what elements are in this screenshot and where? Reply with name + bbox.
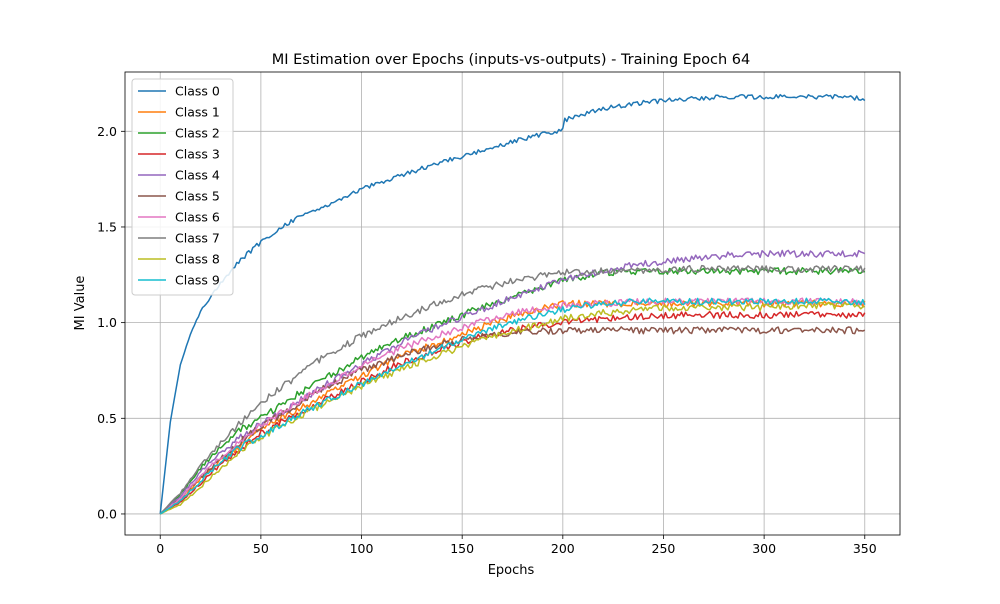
- legend-label: Class 6: [175, 210, 220, 225]
- series-line-class-6: [159, 297, 866, 515]
- y-tick-label: 0.0: [97, 506, 117, 521]
- series-line-class-0: [159, 93, 866, 515]
- legend-label: Class 9: [175, 273, 220, 288]
- y-tick-label: 0.5: [97, 411, 117, 426]
- legend-label: Class 3: [175, 147, 220, 162]
- series-line-class-5: [159, 326, 866, 515]
- x-tick-label: 150: [450, 541, 474, 556]
- x-tick-label: 200: [551, 541, 575, 556]
- y-axis-label: MI Value: [73, 276, 88, 331]
- x-tick-label: 100: [350, 541, 374, 556]
- x-tick-label: 300: [752, 541, 776, 556]
- series-line-class-7: [159, 264, 866, 515]
- chart-title: MI Estimation over Epochs (inputs-vs-out…: [272, 52, 751, 68]
- legend-label: Class 1: [175, 105, 220, 120]
- x-tick-label: 350: [853, 541, 877, 556]
- x-tick-label: 250: [652, 541, 676, 556]
- axes-layer: 0 50 100 150 200 250 300 350 0.0 0.5 1.0 1.5 2.0: [97, 71, 901, 556]
- legend-label: Class 2: [175, 126, 220, 141]
- legend: Class 0 Class 1 Class 2 Class 3 Class 4 Class…: [131, 78, 234, 296]
- legend-label: Class 0: [175, 84, 220, 99]
- legend-label: Class 4: [175, 168, 220, 183]
- y-tick-label: 1.5: [97, 219, 117, 234]
- series-line-class-9: [159, 297, 866, 515]
- legend-label: Class 8: [175, 252, 220, 267]
- x-tick-label: 0: [156, 541, 164, 556]
- series-line-class-3: [159, 310, 866, 515]
- y-tick-label: 2.0: [97, 124, 117, 139]
- series-line-class-4: [159, 249, 866, 515]
- legend-label: Class 5: [175, 189, 220, 204]
- plot-frame: [124, 71, 901, 536]
- series-layer: [159, 93, 866, 515]
- y-tick-label: 1.0: [97, 315, 117, 330]
- x-axis-label: Epochs: [488, 563, 535, 578]
- legend-label: Class 7: [175, 231, 220, 246]
- x-tick-label: 50: [253, 541, 269, 556]
